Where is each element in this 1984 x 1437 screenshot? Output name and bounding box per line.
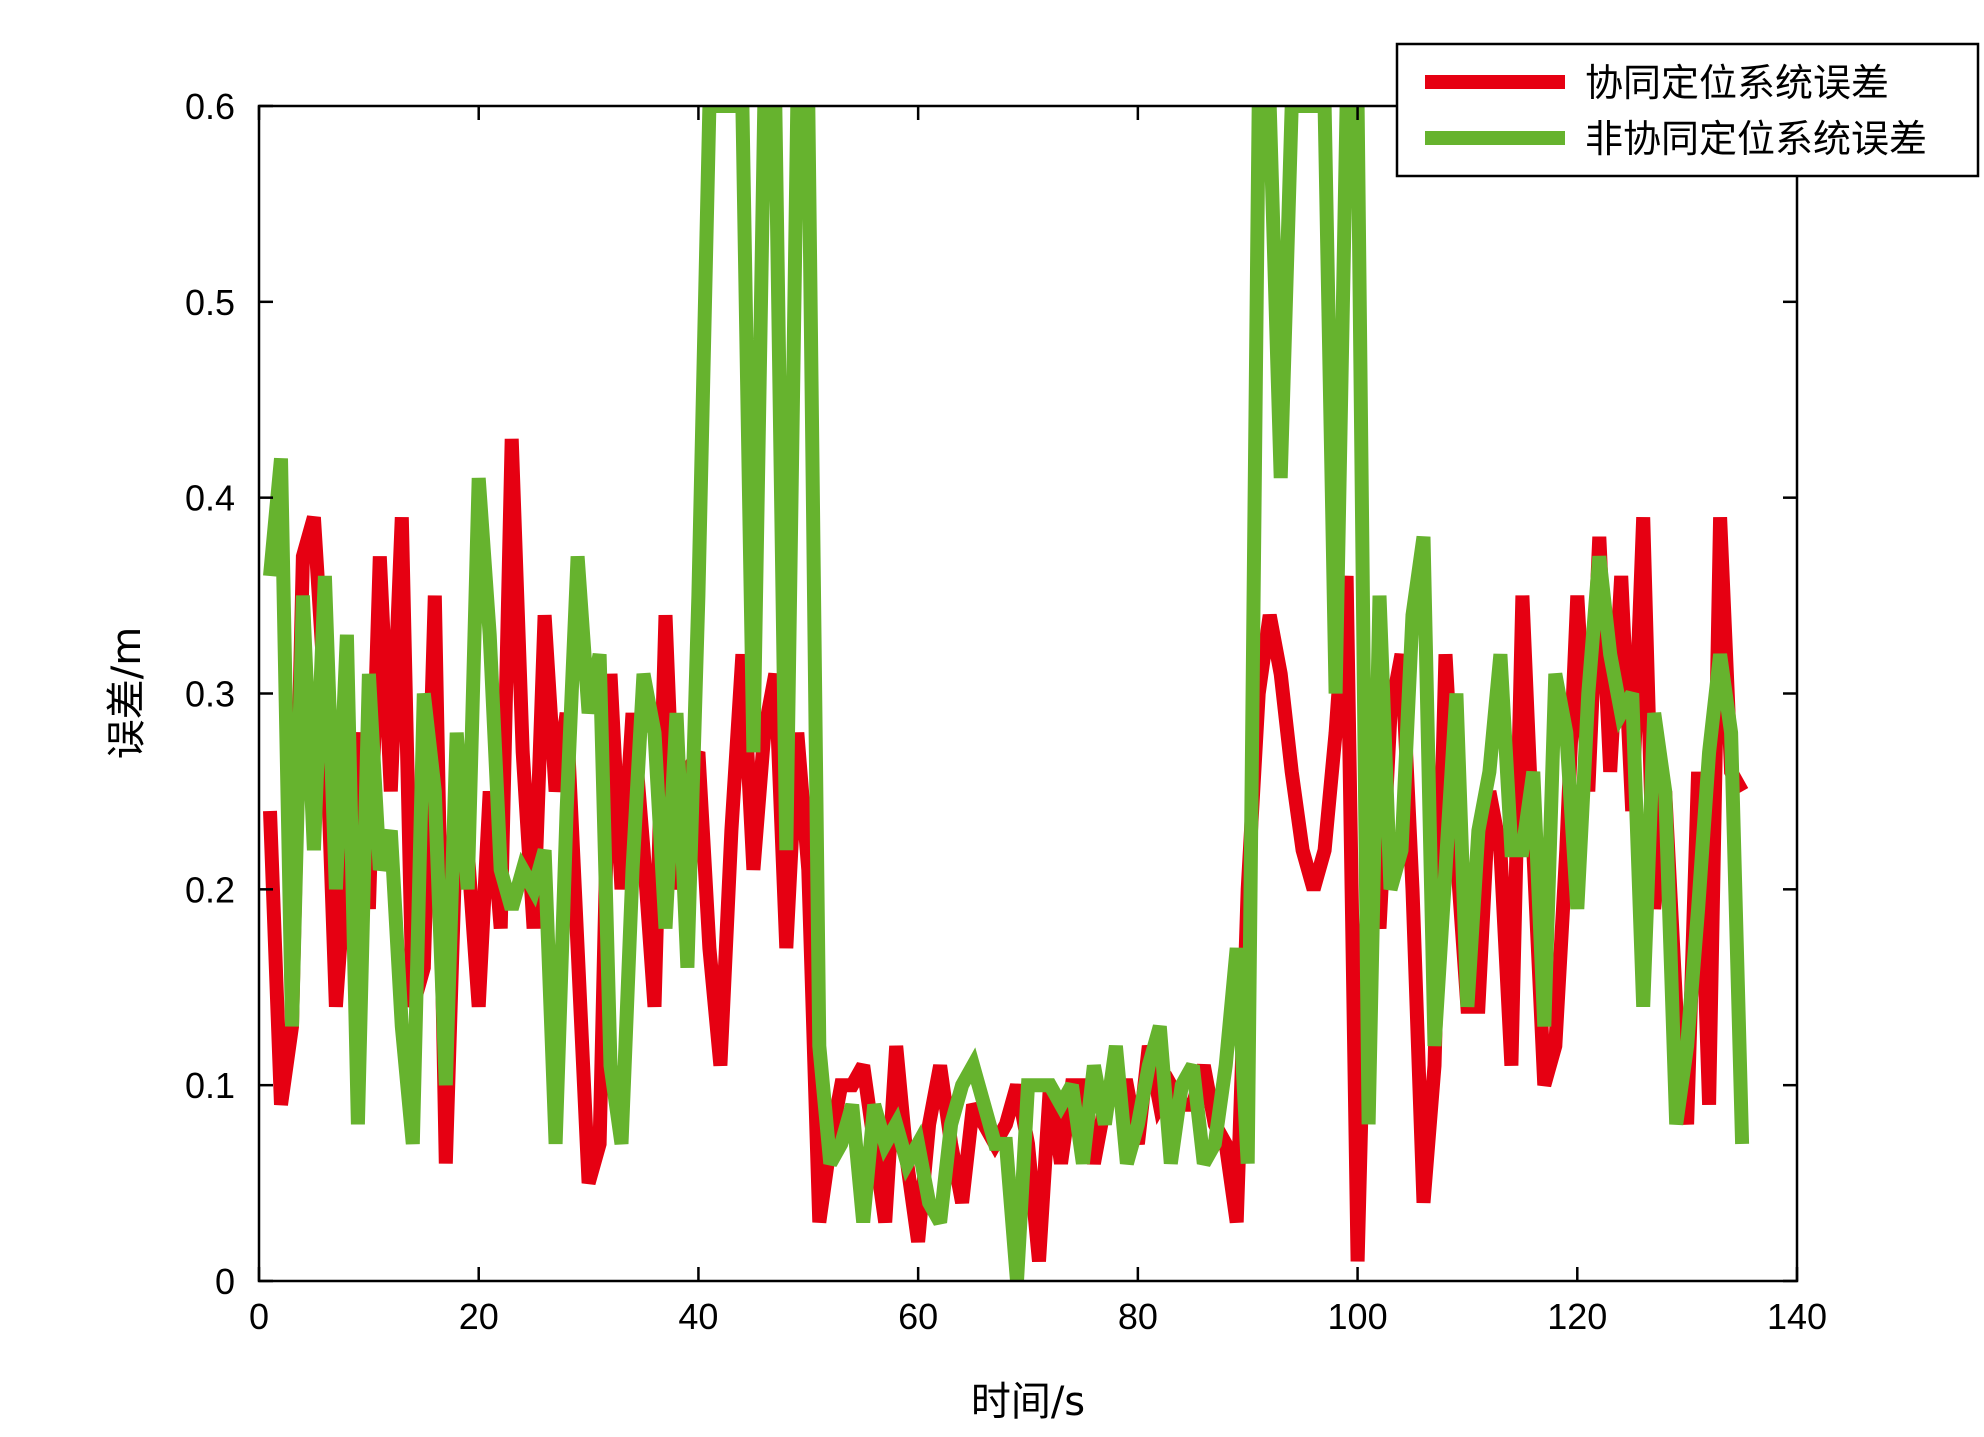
x-tick-label: 60 — [898, 1296, 938, 1337]
y-tick-label: 0.2 — [185, 869, 235, 910]
series-layer — [263, 106, 1750, 1281]
legend-label-noncooperative: 非协同定位系统误差 — [1585, 117, 1927, 161]
x-tick-label: 20 — [459, 1296, 499, 1337]
x-tick-label: 120 — [1547, 1296, 1607, 1337]
y-tick-labels: 0 0.1 0.2 0.3 0.4 0.5 0.6 — [185, 86, 235, 1302]
tick-layer — [257, 104, 1799, 1283]
y-tick-label: 0.6 — [185, 86, 235, 127]
legend-box — [1395, 42, 1980, 178]
y-tick-label: 0.3 — [185, 674, 235, 715]
x-tick-label: 80 — [1118, 1296, 1158, 1337]
series-line-0 — [263, 438, 1749, 1263]
y-tick-label: 0.5 — [185, 282, 235, 323]
y-tick-label: 0.1 — [185, 1065, 235, 1106]
legend: 协同定位系统误差 非协同定位系统误差 — [1395, 42, 1980, 178]
y-tick-label: 0.4 — [185, 478, 235, 519]
x-tick-label: 140 — [1767, 1296, 1827, 1337]
series-line-1 — [263, 106, 1750, 1281]
x-tick-label: 40 — [678, 1296, 718, 1337]
x-tick-label: 0 — [249, 1296, 269, 1337]
y-tick-label: 0 — [215, 1261, 235, 1302]
x-tick-label: 100 — [1328, 1296, 1388, 1337]
y-axis-title: 误差/m — [104, 627, 150, 759]
x-axis-title: 时间/s — [971, 1379, 1085, 1425]
x-tick-labels: 0 20 40 60 80 100 120 140 — [249, 1296, 1827, 1337]
legend-label-cooperative: 协同定位系统误差 — [1585, 61, 1889, 105]
